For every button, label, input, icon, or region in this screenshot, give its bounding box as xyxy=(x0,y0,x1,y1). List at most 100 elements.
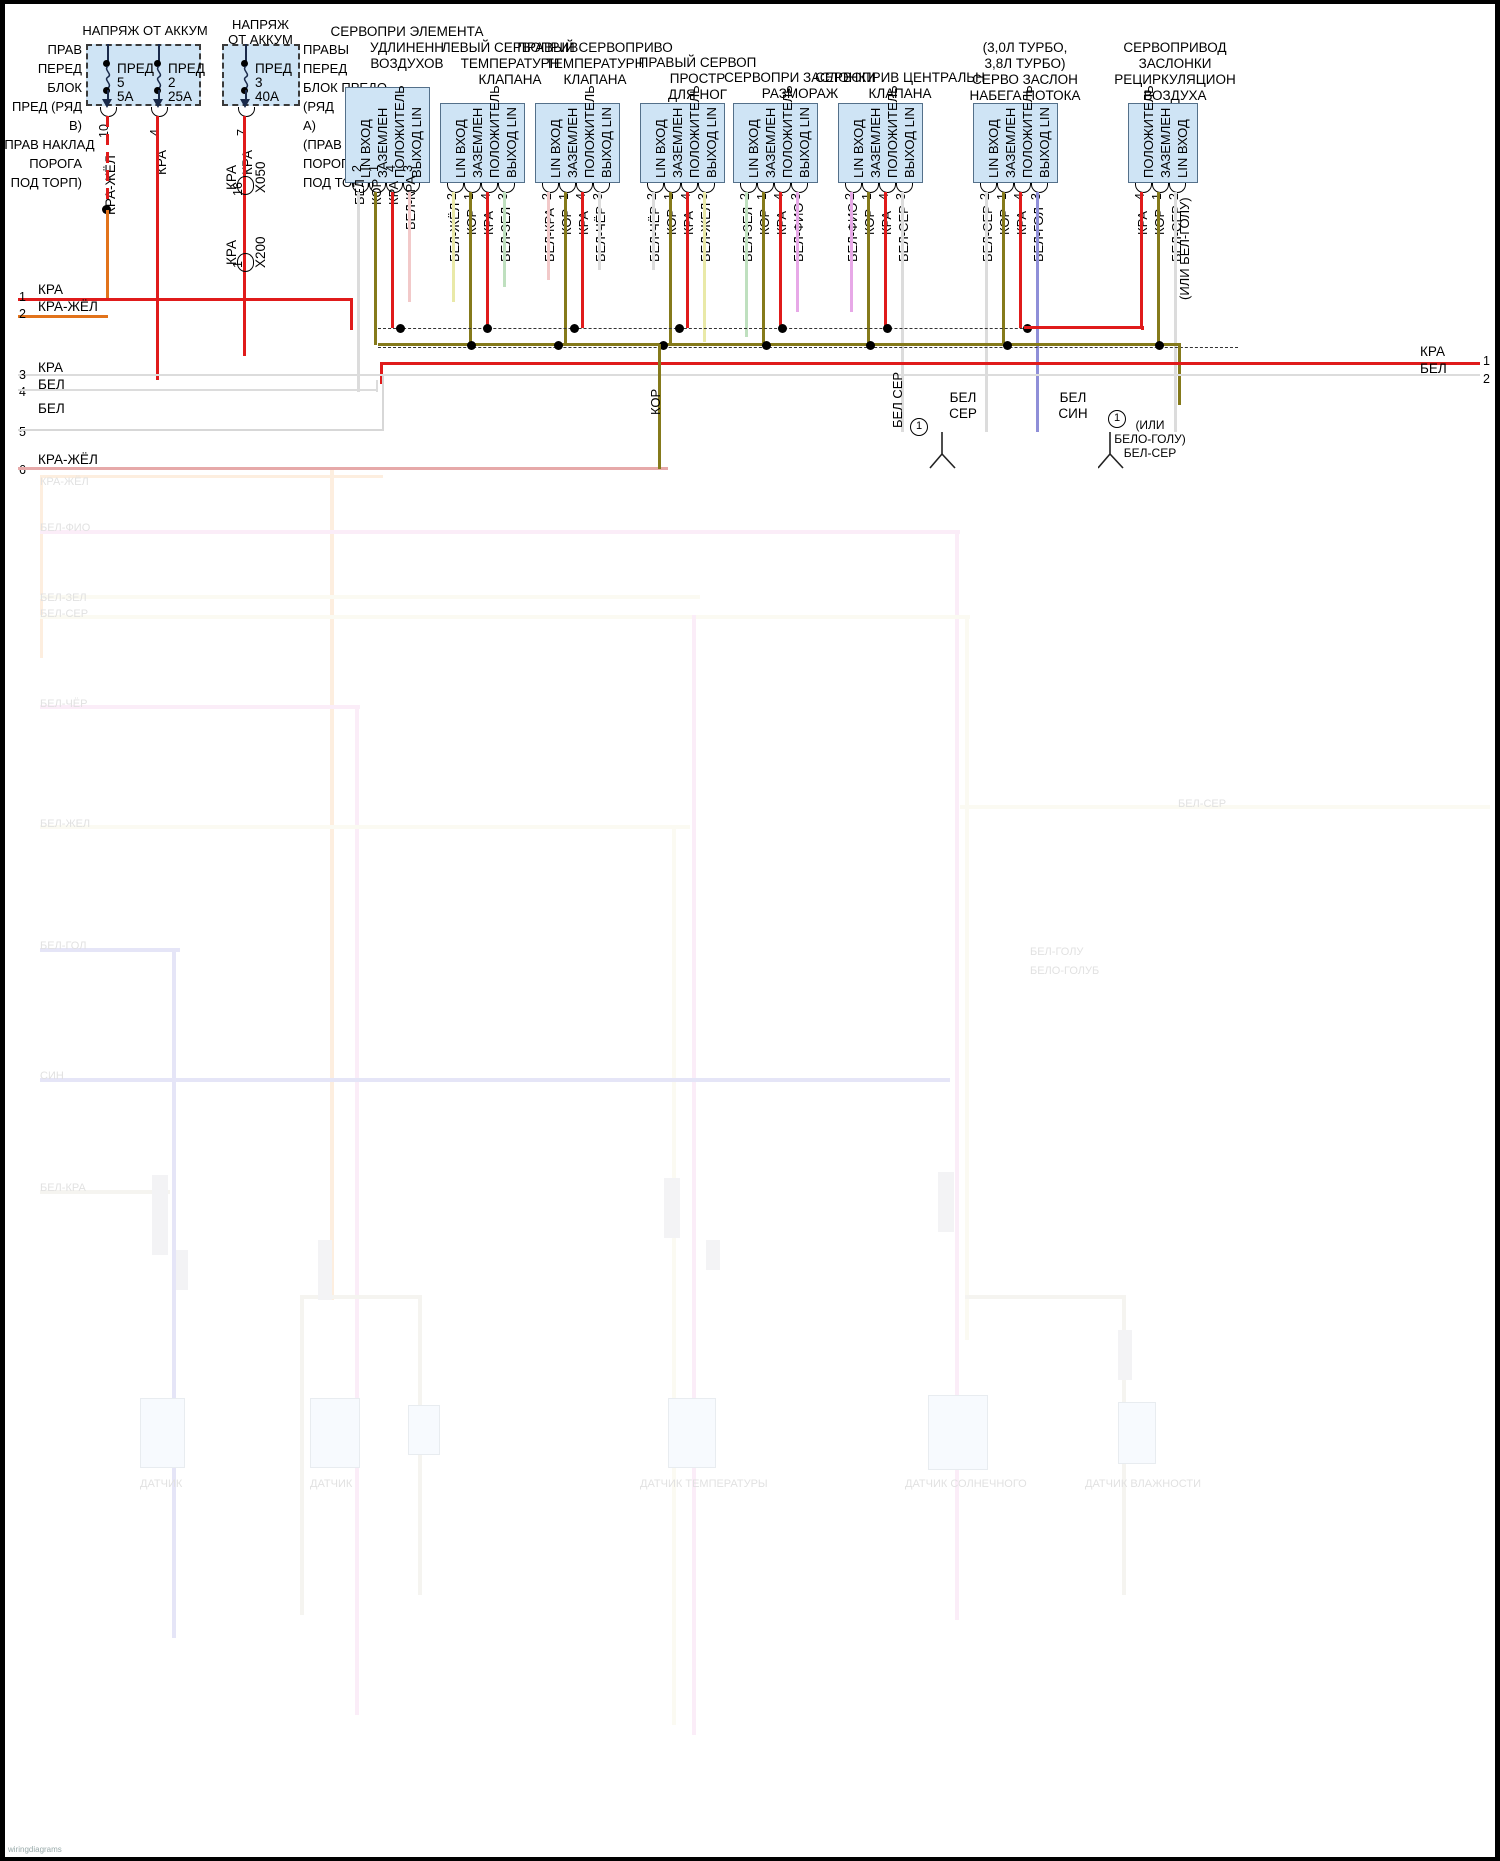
servo-5-terminal-4-name: ВЫХОД LIN xyxy=(797,107,812,178)
servo-3-terminal-2-name: ЗАЗЕМЛЕН xyxy=(565,107,580,178)
bus-kra-right xyxy=(380,362,1480,365)
right-pin-2-color: БЕЛ xyxy=(1420,361,1447,376)
servo-1-wire-lin-out xyxy=(408,192,411,302)
servo-7-box xyxy=(973,103,1058,183)
watermark: wiringdiagrams xyxy=(8,1845,62,1854)
servo-5-wire-positive xyxy=(779,192,782,328)
wire-bel-pin5 xyxy=(18,429,384,432)
fuse-5-top-node xyxy=(103,60,110,67)
servo-7-terminal-1-name: LIN ВХОД xyxy=(986,119,1001,178)
servo-5-wire-lin-in xyxy=(745,192,748,337)
servo-3-wire-lin-out xyxy=(598,192,601,270)
left-pin-4-color: БЕЛ xyxy=(38,377,65,392)
servo-6-wire-lin-out xyxy=(901,192,904,432)
servo-8-terminal-3-name: LIN ВХОД xyxy=(1175,119,1190,178)
node-positive-2 xyxy=(483,324,492,333)
left-pin-1-color: КРА xyxy=(38,282,63,297)
splice-1-badge: 1 xyxy=(910,418,928,436)
fuse-2-rating: 25А xyxy=(168,89,193,104)
servo-2-wire-lin-out xyxy=(503,192,506,287)
mid-label-bel-ser-1: БЕЛ СЕР xyxy=(949,390,977,421)
mid-label-bel-sin: БЕЛ СИН xyxy=(1058,390,1088,421)
servo-4-terminal-4-name: ВЫХОД LIN xyxy=(704,107,719,178)
left-pin-5-number: 5 xyxy=(19,425,26,439)
node-ground-2 xyxy=(554,341,563,350)
servo-8-box xyxy=(1128,103,1198,183)
servo-6-terminal-3-name: ПОЛОЖИТЕЛЬ xyxy=(885,85,900,178)
fuse-block-b xyxy=(86,44,201,106)
servo-7-terminal-2-name: ЗАЗЕМЛЕН xyxy=(1003,107,1018,178)
servo-4-terminal-1-name: LIN ВХОД xyxy=(653,119,668,178)
dash-bus-positive xyxy=(378,328,1098,329)
wire-kra-fuse2 xyxy=(156,116,159,380)
fuse-3-feed-line xyxy=(245,44,247,64)
splice-node-kra-zhel xyxy=(102,205,111,214)
x050-connector-upper-icon xyxy=(237,176,254,186)
fuse-block-a-header: НАПРЯЖ ОТ АККУМ xyxy=(228,17,293,47)
servo-1-pin-3: 4 xyxy=(384,165,398,172)
fuse-3-pin: 7 xyxy=(235,129,249,136)
wire-kra-zhel-pin6 xyxy=(18,467,668,470)
node-positive-6 xyxy=(883,324,892,333)
servo-2-wire-positive xyxy=(486,192,489,328)
servo-3-wire-ground xyxy=(564,192,567,345)
dash-bus-ground xyxy=(378,347,1238,348)
servo-8-alt-note: (ИЛИ БЕЛ-ГОЛУ) xyxy=(1177,197,1192,300)
fuse-2-bottom-node xyxy=(154,87,161,94)
fuse-2-coil-icon xyxy=(156,66,162,88)
bus-kra-left-drop xyxy=(350,298,353,330)
servo-3-terminal-3-name: ПОЛОЖИТЕЛЬ xyxy=(582,85,597,178)
servo-2-terminal-2-name: ЗАЗЕМЛЕН xyxy=(470,107,485,178)
fuse-3-rating: 40А xyxy=(255,89,280,104)
servo-5-terminal-2-name: ЗАЗЕМЛЕН xyxy=(763,107,778,178)
faded-continuation-region: КРА-ЖЁЛ БЕЛ-ФИО БЕЛ-ЗЕЛ БЕЛ-СЕР БЕЛ-ЧЁР … xyxy=(0,470,1500,1861)
fuse-5-out-line xyxy=(107,90,109,104)
fuse-5-number: 5 xyxy=(117,75,125,90)
servo-7-title: (3,0Л ТУРБО, 3,8Л ТУРБО) СЕРВО ЗАСЛОН НА… xyxy=(969,40,1081,103)
servo-5-wire-lin-out xyxy=(796,192,799,312)
servo-5-box xyxy=(733,103,818,183)
fuse-block-b-caption: ПРАВ ПЕРЕД БЛОК ПРЕД (РЯД В) (ПРАВ НАКЛА… xyxy=(0,42,95,190)
bus-kra-left xyxy=(18,298,353,301)
servo-6-title: СЕРВОПРИВ ЦЕНТРАЛЬН КЛАПАНА xyxy=(815,70,985,101)
bus-kra-right-riser xyxy=(380,362,383,384)
fuse-5-label: ПРЕД xyxy=(117,61,154,76)
servo-4-box xyxy=(640,103,725,183)
fuse-3-label: ПРЕД xyxy=(255,61,292,76)
ground-bus-track xyxy=(378,343,1178,346)
node-positive-3 xyxy=(570,324,579,333)
ground-symbol-2-icon xyxy=(1098,432,1124,469)
servo-4-title: ПРАВЫЙ СЕРВОП ПРОСТР ДЛЯ НОГ xyxy=(638,55,757,102)
fuse-3-top-node xyxy=(241,60,248,67)
fuse-5-coil-icon xyxy=(105,66,111,88)
servo-6-wire-positive xyxy=(884,192,887,328)
node-ground-5 xyxy=(866,341,875,350)
fuse-2-feed-line xyxy=(158,44,160,64)
ground-symbol-1-icon xyxy=(929,432,956,469)
x200-connector-upper-icon xyxy=(237,253,254,263)
fuse-5-pin: 10 xyxy=(97,124,111,138)
servo-2-terminal-1-name: LIN ВХОД xyxy=(453,119,468,178)
wire-bel-pin4 xyxy=(18,389,378,392)
servo-3-wire-lin-in xyxy=(547,192,550,280)
servo-6-wire-lin-in xyxy=(850,192,853,312)
servo-6-terminal-2-name: ЗАЗЕМЛЕН xyxy=(868,107,883,178)
left-pin-3-color: КРА xyxy=(38,360,63,375)
x200-wire-color: КРА xyxy=(224,240,239,265)
fuse-3-arrow-icon xyxy=(240,99,250,108)
servo-7-wire-lin-out xyxy=(1036,192,1039,432)
node-ground-1 xyxy=(467,341,476,350)
servo-3-wire-positive xyxy=(581,192,584,328)
servo-8-terminal-2-name: ЗАЗЕМЛЕН xyxy=(1158,107,1173,178)
servo-7-wire-lin-in xyxy=(985,192,988,432)
fuse-2-number: 2 xyxy=(168,75,176,90)
servo-8-wire-lin-in xyxy=(1174,192,1177,432)
servo-1-pin-2: 1 xyxy=(367,165,381,172)
servo-3-title: ПРАВЫЙ СЕРВОПРИВО ТЕМПЕРАТУРН КЛАПАНА xyxy=(517,40,673,87)
servo-5-title: СЕРВОПРИ ЗАСЛОНКИ РАЗМОРАЖ xyxy=(724,70,876,101)
mid-label-bel-ser-vertical: БЕЛ СЕР xyxy=(890,371,905,428)
wire-olive-down-to-pin6 xyxy=(658,344,661,469)
servo-1-box xyxy=(345,87,430,183)
fuse-5-feed-line xyxy=(107,44,109,64)
